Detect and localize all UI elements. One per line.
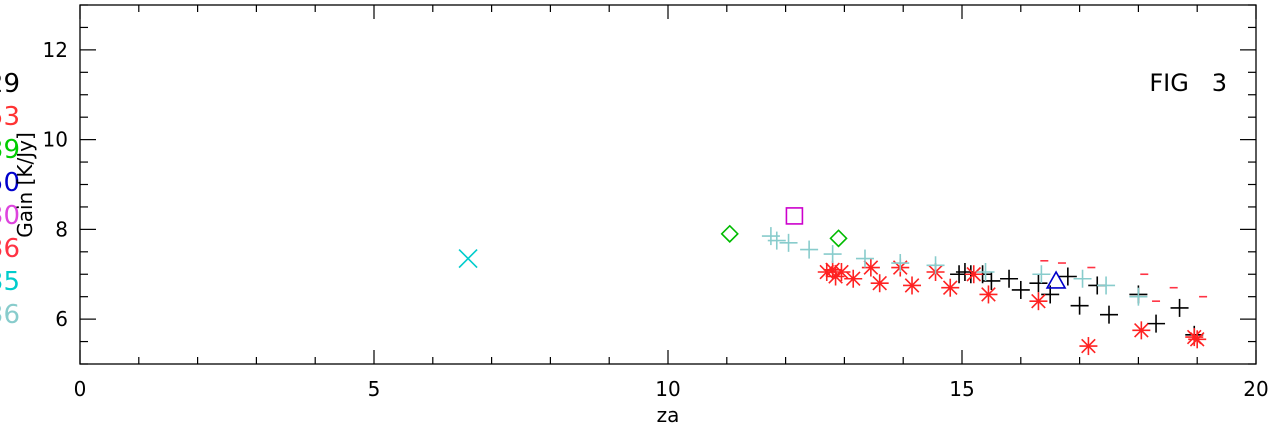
data-point-asterisk xyxy=(1132,321,1151,340)
data-point-asterisk xyxy=(1029,292,1048,311)
data-point-plus xyxy=(1070,296,1089,315)
data-point-plus xyxy=(823,245,842,264)
data-point-plus xyxy=(1097,276,1116,295)
x-tick-label: 5 xyxy=(368,377,381,401)
data-point-plus xyxy=(976,263,995,282)
data-point-plus xyxy=(855,249,874,268)
data-point-plus xyxy=(1073,269,1092,288)
data-point-asterisk xyxy=(979,285,998,304)
figure-annotation: FIG 3 xyxy=(1149,69,1227,97)
legend-fragments: 2953395030363536 xyxy=(0,69,20,330)
data-point-asterisk xyxy=(861,258,880,277)
x-tick-label: 10 xyxy=(655,377,680,401)
data-point-asterisk xyxy=(832,263,851,282)
data-point-plus xyxy=(1129,287,1148,306)
legend-entry: 53 xyxy=(0,102,20,132)
data-point-plus xyxy=(779,233,798,252)
data-point-diamond xyxy=(829,229,848,248)
legend-entry: 29 xyxy=(0,69,20,99)
y-tick-label: 12 xyxy=(43,38,68,62)
legend-entry: 36 xyxy=(0,300,20,330)
data-point-plus xyxy=(1029,274,1048,293)
legend-entry: 35 xyxy=(0,267,20,297)
legend-entry: 50 xyxy=(0,168,20,198)
legend-entry: 39 xyxy=(0,135,20,165)
data-point-plus xyxy=(767,231,786,250)
data-point-plus xyxy=(800,240,819,259)
data-point-plus xyxy=(1000,269,1019,288)
legend-entry: 36 xyxy=(0,234,20,264)
y-tick-label: 8 xyxy=(55,217,68,241)
data-point-plus xyxy=(1100,305,1118,324)
data-point-plus xyxy=(1147,314,1166,333)
data-point-asterisk xyxy=(903,276,922,295)
data-point-triangle xyxy=(1045,270,1067,289)
y-tick-label: 6 xyxy=(55,307,68,331)
data-point-plus xyxy=(891,254,910,273)
x-tick-label: 0 xyxy=(74,377,87,401)
data-point-asterisk xyxy=(844,269,863,288)
data-point-asterisk xyxy=(1079,337,1098,356)
legend-entry: 30 xyxy=(0,201,20,231)
y-axis-title: Gain [K/Jy] xyxy=(13,132,37,238)
data-point-square xyxy=(785,207,804,225)
data-point-plus xyxy=(1032,265,1051,284)
data-point-asterisk xyxy=(870,274,889,293)
x-tick-label: 15 xyxy=(949,377,974,401)
x-axis-title: za xyxy=(657,403,680,427)
data-point-plus xyxy=(1011,280,1030,299)
data-point-plus xyxy=(1058,267,1077,286)
data-point-diamond xyxy=(720,224,739,243)
x-tick-label: 20 xyxy=(1243,377,1268,401)
data-point-plus xyxy=(1170,298,1189,317)
axis-ticks xyxy=(79,4,1257,365)
data-point-x xyxy=(458,248,478,269)
data-point-asterisk xyxy=(1188,330,1207,349)
y-tick-label: 10 xyxy=(43,128,68,152)
data-points xyxy=(458,207,1208,356)
data-point-asterisk xyxy=(964,265,983,284)
tick-labels: 0 5 10 15 20 6 8 10 12 xyxy=(43,38,1269,401)
data-point-asterisk xyxy=(941,278,960,297)
data-point-plus xyxy=(926,256,945,275)
